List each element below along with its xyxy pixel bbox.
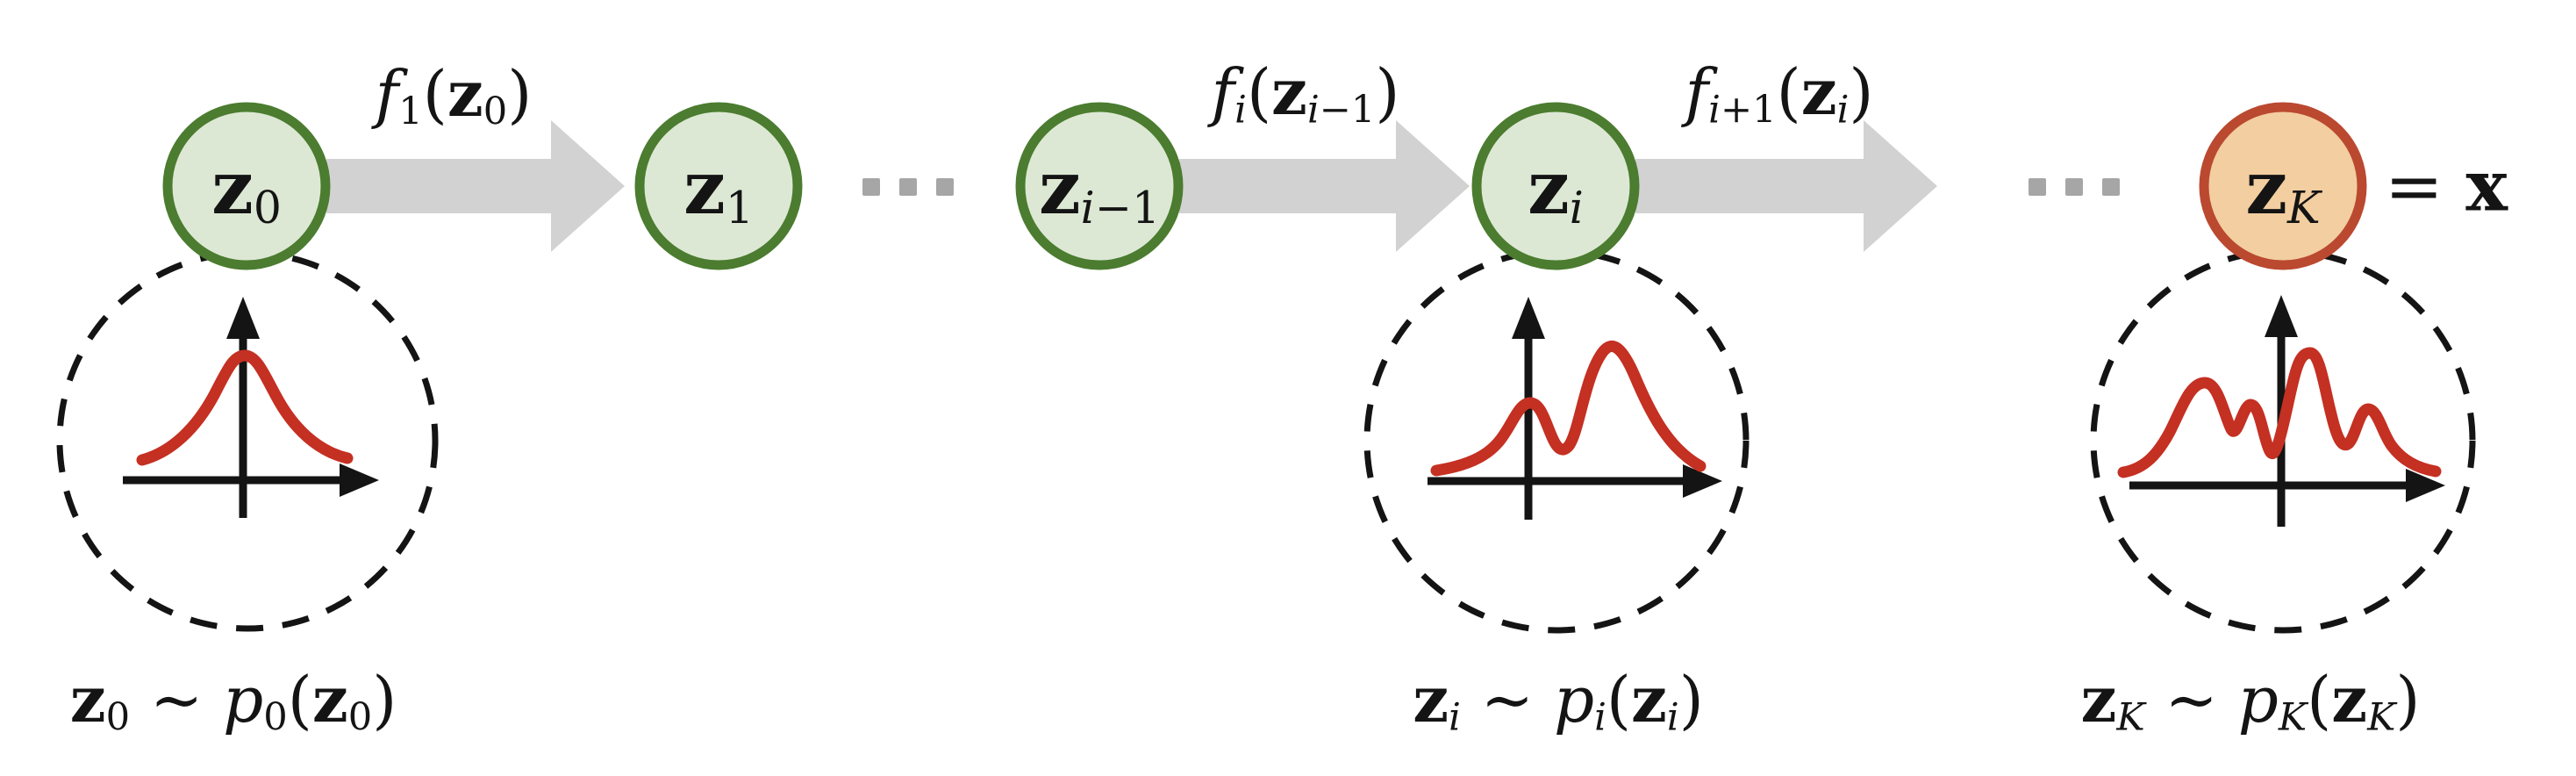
node-zK	[2199, 102, 2367, 270]
node-zi	[1471, 102, 1640, 270]
equals-x-label: = x	[2384, 144, 2508, 227]
ellipsis-2-icon	[2029, 178, 2120, 196]
transform-arrows	[326, 120, 1937, 252]
y-axis-arrowhead-zi	[1512, 297, 1545, 339]
arrow-label-fi1: fi+1(zi)	[1685, 54, 1874, 133]
dist-label-pi: zi ∼ pi(zi)	[1413, 662, 1704, 740]
y-axis-arrowhead-z0	[226, 297, 260, 339]
arrow-label-f1: f1(z0)	[375, 56, 533, 134]
arrow-label-fi: fi(zi−1)	[1211, 54, 1400, 133]
block-arrow-f1	[326, 120, 625, 252]
block-arrow-fi	[1179, 120, 1470, 252]
node-zi-label: zi	[1528, 144, 1584, 234]
block-arrow-fi1	[1635, 120, 1937, 252]
density-curve-z0	[136, 349, 354, 466]
x-axis-arrowhead-zK	[2406, 469, 2445, 502]
dist-label-pK: zK ∼ pK(zK)	[2080, 662, 2421, 740]
state-nodes	[162, 102, 2367, 270]
distribution-inset-zi	[1363, 248, 1750, 634]
density-curve-zi	[1430, 341, 1707, 477]
distribution-inset-zK	[2090, 248, 2476, 634]
node-z1	[634, 102, 803, 270]
ellipsis-1-icon	[862, 178, 954, 196]
x-axis-arrowhead-z0	[340, 463, 379, 497]
node-zi-1-label: zi−1	[1038, 144, 1161, 234]
density-curve-zK	[2117, 347, 2442, 478]
node-z0-label: z0	[211, 144, 282, 234]
dist-label-p0: z0 ∼ p0(z0)	[69, 662, 397, 740]
node-z1-label: z1	[683, 144, 754, 234]
node-zi-1	[1015, 102, 1184, 270]
x-axis-arrowhead-zi	[1683, 464, 1722, 498]
distribution-inset-z0	[56, 249, 439, 632]
node-zK-label: zK	[2245, 144, 2321, 234]
node-z0	[162, 102, 331, 270]
y-axis-arrowhead-zK	[2265, 295, 2298, 337]
